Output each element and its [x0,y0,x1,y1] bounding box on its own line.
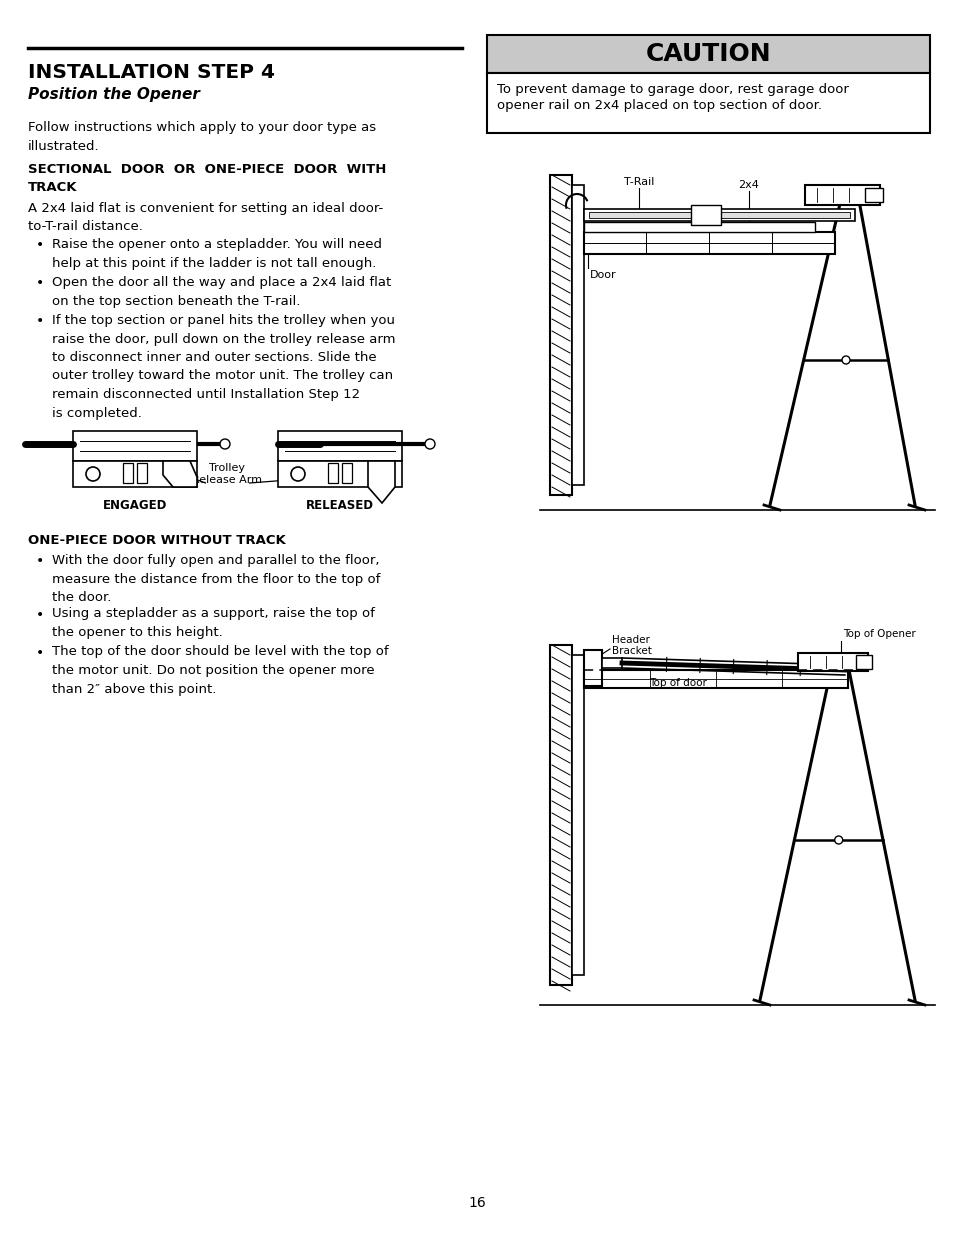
Bar [277,461,401,487]
Bar [123,463,132,483]
Bar [486,35,929,73]
Text: With the door fully open and parallel to the floor,
measure the distance from th: With the door fully open and parallel to… [52,555,380,604]
Circle shape [86,467,100,480]
Text: Position the Opener: Position the Opener [28,86,200,103]
Bar [583,232,834,254]
Text: Trolley: Trolley [210,463,245,473]
Bar [588,212,849,219]
Text: Top of door: Top of door [648,678,706,688]
Bar [572,185,583,485]
Bar [855,655,871,669]
Bar [277,431,401,461]
Bar [583,650,601,685]
Text: To prevent damage to garage door, rest garage door: To prevent damage to garage door, rest g… [497,83,848,96]
Circle shape [220,438,230,450]
Text: T-Rail: T-Rail [623,177,654,186]
Bar [583,209,854,221]
Circle shape [841,356,849,364]
Text: 2x4: 2x4 [738,180,759,190]
Circle shape [424,438,435,450]
Text: Header: Header [612,635,649,645]
Text: Release Arm: Release Arm [193,475,262,485]
Bar [137,463,147,483]
Bar [797,653,867,671]
Bar [73,431,196,461]
Text: •: • [36,314,44,329]
Circle shape [834,836,841,844]
Text: opener rail on 2x4 placed on top section of door.: opener rail on 2x4 placed on top section… [497,99,821,112]
Text: Open the door all the way and place a 2x4 laid flat
on the top section beneath t: Open the door all the way and place a 2x… [52,275,391,308]
Polygon shape [368,461,395,503]
Bar [583,671,847,688]
Polygon shape [163,461,196,487]
Circle shape [170,467,184,480]
Bar [73,461,196,487]
Text: ENGAGED: ENGAGED [103,499,167,513]
Bar [804,185,879,205]
Text: TRACK: TRACK [28,182,77,194]
Text: A 2x4 laid flat is convenient for setting an ideal door-
to-T-rail distance.: A 2x4 laid flat is convenient for settin… [28,203,383,233]
Text: Bracket: Bracket [612,646,651,656]
Text: •: • [36,275,44,290]
Bar [486,73,929,133]
Text: Raise the opener onto a stepladder. You will need
help at this point if the ladd: Raise the opener onto a stepladder. You … [52,238,381,269]
Text: ONE-PIECE DOOR WITHOUT TRACK: ONE-PIECE DOOR WITHOUT TRACK [28,534,286,547]
Bar [341,463,352,483]
Text: RELEASED: RELEASED [306,499,374,513]
Bar [328,463,337,483]
Bar [864,188,882,203]
Text: 16: 16 [468,1195,485,1210]
Text: If the top section or panel hits the trolley when you
raise the door, pull down : If the top section or panel hits the tro… [52,314,395,420]
Text: Follow instructions which apply to your door type as
illustrated.: Follow instructions which apply to your … [28,121,375,152]
Text: Door: Door [589,270,616,280]
Text: •: • [36,238,44,252]
Bar [601,658,621,668]
Circle shape [375,467,389,480]
Bar [550,645,572,986]
Text: •: • [36,555,44,568]
Bar [690,205,720,225]
Text: Top of Opener: Top of Opener [842,629,915,638]
Circle shape [291,467,305,480]
Text: The top of the door should be level with the top of
the motor unit. Do not posit: The top of the door should be level with… [52,646,388,695]
Text: Using a stepladder as a support, raise the top of
the opener to this height.: Using a stepladder as a support, raise t… [52,608,375,638]
Bar [572,655,583,974]
Text: CAUTION: CAUTION [645,42,771,65]
Bar [550,175,572,495]
Bar [583,222,814,232]
Text: SECTIONAL  DOOR  OR  ONE-PIECE  DOOR  WITH: SECTIONAL DOOR OR ONE-PIECE DOOR WITH [28,163,386,177]
Text: •: • [36,608,44,621]
Text: INSTALLATION STEP 4: INSTALLATION STEP 4 [28,63,274,82]
Text: •: • [36,646,44,659]
